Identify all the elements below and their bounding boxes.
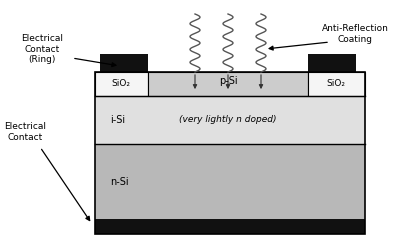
Text: Anti-Reflection
Coating: Anti-Reflection Coating	[322, 24, 388, 44]
Text: Electrical
Contact: Electrical Contact	[4, 122, 46, 142]
Text: (very lightly n doped): (very lightly n doped)	[179, 115, 277, 124]
Text: SiO₂: SiO₂	[327, 80, 346, 89]
Text: i-Si: i-Si	[110, 115, 125, 125]
Bar	[95, 144, 365, 219]
Bar	[148, 72, 308, 96]
Text: p-Si: p-Si	[219, 76, 237, 86]
Bar	[95, 72, 365, 234]
Bar	[148, 72, 308, 92]
Bar	[308, 72, 365, 96]
Bar	[95, 72, 365, 96]
Bar	[308, 54, 356, 82]
Text: Electrical
Contact
(Ring): Electrical Contact (Ring)	[21, 34, 63, 64]
Bar	[95, 72, 148, 96]
Bar	[100, 54, 148, 82]
Text: SiO₂: SiO₂	[112, 80, 130, 89]
Bar	[95, 219, 365, 234]
Text: n-Si: n-Si	[110, 177, 128, 187]
Bar	[95, 96, 365, 144]
